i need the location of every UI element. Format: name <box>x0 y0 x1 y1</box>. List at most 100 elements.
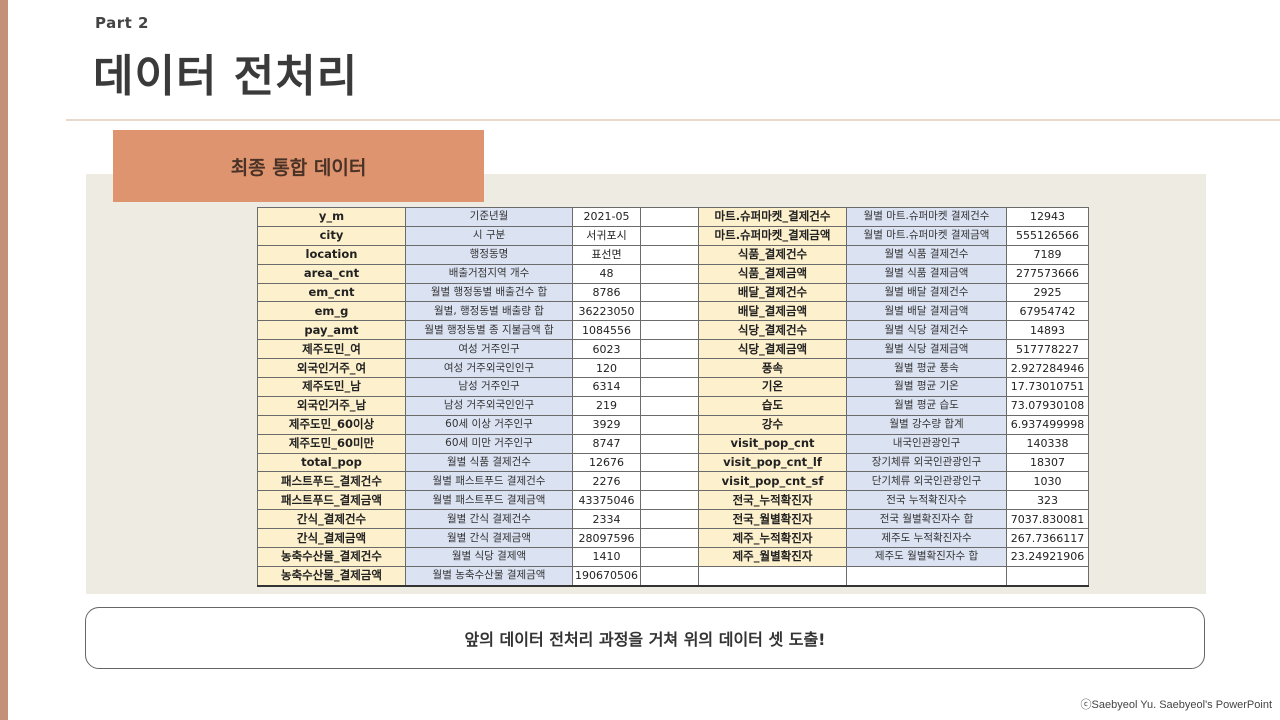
variable-name-cell: 식품_결제건수 <box>698 244 847 265</box>
variable-name-cell: 간식_결제건수 <box>257 509 406 530</box>
variable-description-cell: 단기체류 외국인관광인구 <box>846 471 1007 492</box>
sample-value-cell: 7189 <box>1006 244 1089 265</box>
variable-name-cell: 식당_결제건수 <box>698 320 847 341</box>
spacer-cell <box>640 528 699 549</box>
variable-description-cell: 배출거점지역 개수 <box>405 263 573 284</box>
sample-value-cell: 2276 <box>572 471 641 492</box>
variable-description-cell: 월별 간식 결제건수 <box>405 509 573 530</box>
sample-value-cell: 12943 <box>1006 207 1089 227</box>
spacer-cell <box>640 565 699 587</box>
variable-description-cell: 월별 식품 결제건수 <box>846 244 1007 265</box>
sample-value-cell: 140338 <box>1006 433 1089 454</box>
variable-description-cell: 월별 평균 습도 <box>846 395 1007 416</box>
variable-description-cell: 제주도 월별확진자수 합 <box>846 547 1007 567</box>
variable-description-cell: 60세 미만 거주인구 <box>405 433 573 454</box>
spacer-cell <box>640 301 699 322</box>
table-row: 간식_결제금액 월별 간식 결제금액 28097596 제주_누적확진자 제주도 누적확… <box>257 528 1089 549</box>
sample-value-cell: 1030 <box>1006 471 1089 492</box>
sample-value-cell: 2925 <box>1006 282 1089 303</box>
variable-name-cell: 외국인거주_남 <box>257 395 406 416</box>
variable-description-cell: 여성 거주인구 <box>405 339 573 360</box>
sample-value-cell: 323 <box>1006 490 1089 511</box>
table-row: 제주도민_여 여성 거주인구 6023 식당_결제금액 월별 식당 결제금액 517778… <box>257 339 1089 360</box>
sample-value-cell: 23.24921906 <box>1006 547 1089 567</box>
variable-description-cell: 월별 행정동별 종 지불금액 합 <box>405 320 573 341</box>
variable-description-cell: 내국인관광인구 <box>846 433 1007 454</box>
variable-description-cell: 월별 평균 풍속 <box>846 358 1007 379</box>
variable-description-cell: 월별, 행정동별 배출량 합 <box>405 301 573 322</box>
variable-name-cell: 제주도민_남 <box>257 377 406 397</box>
spacer-cell <box>640 452 699 473</box>
sample-value-cell: 120 <box>572 358 641 379</box>
variable-description-cell: 월별 배달 결제건수 <box>846 282 1007 303</box>
variable-name-cell: y_m <box>257 207 406 227</box>
sample-value-cell: 표선면 <box>572 244 641 265</box>
spacer-cell <box>640 471 699 492</box>
sample-value-cell: 6314 <box>572 377 641 397</box>
spacer-cell <box>640 490 699 511</box>
variable-description-cell: 월별 식당 결제액 <box>405 547 573 567</box>
spacer-cell <box>640 320 699 341</box>
variable-name-cell: area_cnt <box>257 263 406 284</box>
spacer-cell <box>640 225 699 246</box>
sample-value-cell: 3929 <box>572 414 641 435</box>
table-row: 외국인거주_남 남성 거주외국인인구 219 습도 월별 평균 습도 73.0793010… <box>257 395 1089 416</box>
variable-description-cell <box>846 565 1007 587</box>
variable-name-cell: 제주도민_60미만 <box>257 433 406 454</box>
variable-description-cell: 시 구분 <box>405 225 573 246</box>
variable-description-cell: 행정동명 <box>405 244 573 265</box>
variable-description-cell: 월별 평균 기온 <box>846 377 1007 397</box>
table-row: em_g 월별, 행정동별 배출량 합 36223050 배달_결제금액 월별 배달 결… <box>257 301 1089 322</box>
variable-description-cell: 월별 패스트푸드 결제금액 <box>405 490 573 511</box>
variable-name-cell: 기온 <box>698 377 847 397</box>
table-row: total_pop 월별 식품 결제건수 12676 visit_pop_cnt_lf… <box>257 452 1089 473</box>
variable-name-cell: visit_pop_cnt_lf <box>698 452 847 473</box>
variable-name-cell: visit_pop_cnt_sf <box>698 471 847 492</box>
table-row: location 행정동명 표선면 식품_결제건수 월별 식품 결제건수 7189 <box>257 244 1089 265</box>
variable-name-cell: 농축수산물_결제금액 <box>257 565 406 587</box>
sample-value-cell: 517778227 <box>1006 339 1089 360</box>
spacer-cell <box>640 207 699 227</box>
spacer-cell <box>640 377 699 397</box>
sample-value-cell: 67954742 <box>1006 301 1089 322</box>
variable-name-cell: 마트.슈퍼마켓_결제건수 <box>698 207 847 227</box>
variable-description-cell: 월별 식품 결제건수 <box>405 452 573 473</box>
variable-name-cell: 제주도민_여 <box>257 339 406 360</box>
variable-name-cell: visit_pop_cnt <box>698 433 847 454</box>
sample-value-cell: 7037.830081 <box>1006 509 1089 530</box>
sample-value-cell: 28097596 <box>572 528 641 549</box>
variable-name-cell: em_g <box>257 301 406 322</box>
sample-value-cell: 2021-05 <box>572 207 641 227</box>
table-row: pay_amt 월별 행정동별 종 지불금액 합 1084556 식당_결제건수 월별 … <box>257 320 1089 341</box>
variable-name-cell: 제주도민_60이상 <box>257 414 406 435</box>
spacer-cell <box>640 433 699 454</box>
variable-description-cell: 남성 거주인구 <box>405 377 573 397</box>
section-label: 최종 통합 데이터 <box>113 130 484 202</box>
variable-name-cell: city <box>257 225 406 246</box>
spacer-cell <box>640 263 699 284</box>
table-row: em_cnt 월별 행정동별 배출건수 합 8786 배달_결제건수 월별 배달 결제건… <box>257 282 1089 303</box>
variable-name-cell: em_cnt <box>257 282 406 303</box>
table-row: y_m 기준년월 2021-05 마트.슈퍼마켓_결제건수 월별 마트.슈퍼마켓 결제건… <box>257 207 1089 227</box>
variable-name-cell: 강수 <box>698 414 847 435</box>
spacer-cell <box>640 547 699 567</box>
variable-description-cell: 제주도 누적확진자수 <box>846 528 1007 549</box>
page-title: 데이터 전처리 <box>93 51 359 102</box>
variable-description-cell: 월별 행정동별 배출건수 합 <box>405 282 573 303</box>
spacer-cell <box>640 339 699 360</box>
spacer-cell <box>640 509 699 530</box>
sample-value-cell: 2334 <box>572 509 641 530</box>
summary-caption-text: 앞의 데이터 전처리 과정을 거쳐 위의 데이터 셋 도출! <box>464 630 826 649</box>
variable-name-cell: 습도 <box>698 395 847 416</box>
summary-caption: 앞의 데이터 전처리 과정을 거쳐 위의 데이터 셋 도출! <box>85 607 1205 669</box>
variable-name-cell: 농축수산물_결제건수 <box>257 547 406 567</box>
variable-description-cell: 월별 식당 결제금액 <box>846 339 1007 360</box>
sample-value-cell: 서귀포시 <box>572 225 641 246</box>
table-row: 제주도민_60미만 60세 미만 거주인구 8747 visit_pop_cnt 내국인… <box>257 433 1089 454</box>
variable-name-cell: 간식_결제금액 <box>257 528 406 549</box>
variable-description-cell: 월별 마트.슈퍼마켓 결제금액 <box>846 225 1007 246</box>
sample-value-cell: 17.73010751 <box>1006 377 1089 397</box>
sample-value-cell <box>1006 565 1089 587</box>
sample-value-cell: 267.7366117 <box>1006 528 1089 549</box>
variable-name-cell: 패스트푸드_결제금액 <box>257 490 406 511</box>
